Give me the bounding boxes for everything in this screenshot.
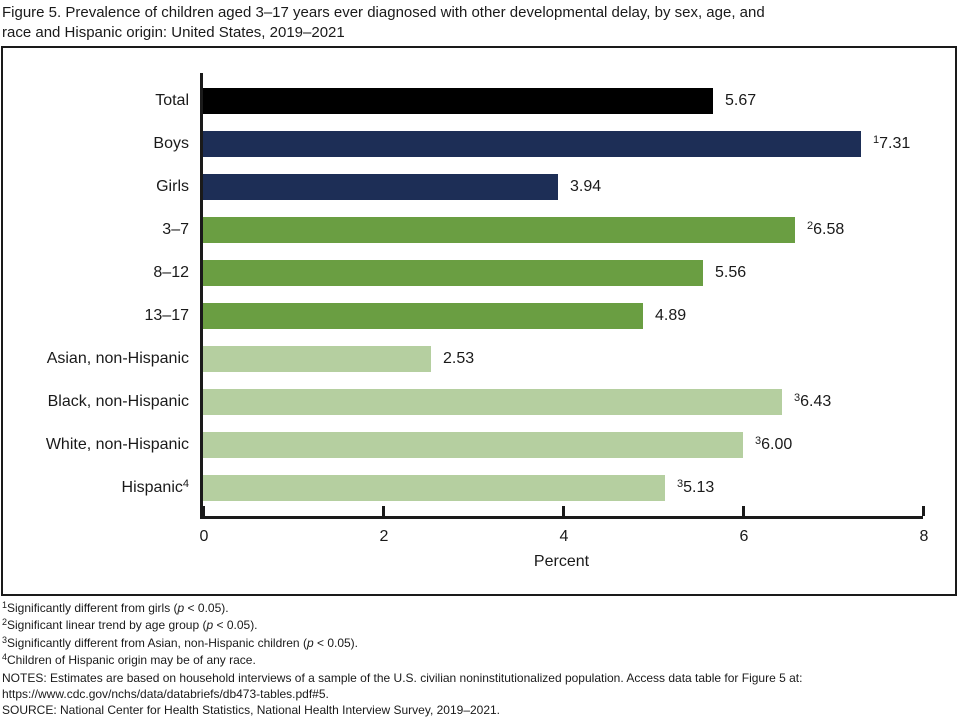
x-axis-tick bbox=[382, 506, 385, 516]
category-label: Girls bbox=[156, 178, 189, 195]
footnote-superscript: 1 bbox=[2, 600, 8, 610]
y-axis-line bbox=[200, 73, 203, 519]
x-axis-tick bbox=[742, 506, 745, 516]
value-superscript: 3 bbox=[755, 435, 762, 447]
category-label-superscript: 4 bbox=[182, 478, 189, 490]
figure-title-line: Figure 5. Prevalence of children aged 3–… bbox=[2, 4, 765, 21]
footnote-italic-text: p bbox=[206, 618, 214, 633]
x-axis-tick bbox=[922, 506, 925, 516]
value-label: 17.31 bbox=[873, 134, 911, 152]
value-label: 36.00 bbox=[755, 435, 793, 453]
x-axis-tick-label: 0 bbox=[199, 528, 209, 545]
category-label: 8–12 bbox=[153, 264, 189, 281]
footnote-line: 1Significantly different from girls (p <… bbox=[2, 600, 229, 615]
value-label: 35.13 bbox=[677, 478, 715, 496]
bar bbox=[203, 174, 558, 200]
footnote-line: 4Children of Hispanic origin may be of a… bbox=[2, 652, 256, 668]
value-label: 4.89 bbox=[655, 307, 687, 324]
category-label: 3–7 bbox=[162, 221, 189, 238]
category-label: Total bbox=[155, 92, 189, 109]
value-label: 5.56 bbox=[715, 264, 747, 281]
x-axis-line bbox=[200, 516, 923, 519]
footnote-line: https://www.cdc.gov/nchs/data/databriefs… bbox=[2, 687, 329, 702]
x-axis-tick bbox=[202, 506, 205, 516]
category-label: Black, non-Hispanic bbox=[47, 393, 189, 410]
footnote-line: 3Significantly different from Asian, non… bbox=[2, 634, 359, 650]
bar bbox=[203, 432, 743, 458]
category-label: White, non-Hispanic bbox=[45, 436, 189, 453]
footnote-superscript: 2 bbox=[2, 617, 8, 628]
plot-area: Total 5.67 Boys 17.31 Girls 3.94 3–7 26.58 8–12 5… bbox=[3, 48, 955, 594]
category-label: Asian, non-Hispanic bbox=[46, 350, 189, 367]
x-axis-tick bbox=[562, 506, 565, 516]
value-superscript: 2 bbox=[807, 220, 814, 232]
category-label: 13–17 bbox=[144, 307, 190, 324]
bar bbox=[203, 303, 643, 329]
bar bbox=[203, 260, 703, 286]
x-axis-tick-label: 8 bbox=[919, 528, 929, 545]
bar bbox=[203, 389, 782, 415]
chart-frame: Total 5.67 Boys 17.31 Girls 3.94 3–7 26.58 8–12 5… bbox=[1, 46, 957, 596]
category-label: Hispanic4 bbox=[121, 478, 189, 496]
value-superscript: 3 bbox=[794, 392, 801, 404]
footnote-superscript: 4 bbox=[2, 652, 8, 663]
footnote-italic-text: p bbox=[177, 601, 185, 615]
figure-title-line: race and Hispanic origin: United States,… bbox=[2, 24, 345, 41]
bar bbox=[203, 217, 795, 243]
bar bbox=[203, 88, 713, 114]
footnotes: 1Significantly different from girls (p <… bbox=[2, 600, 956, 719]
value-superscript: 3 bbox=[677, 478, 684, 490]
footnote-line: NOTES: Estimates are based on household … bbox=[2, 670, 803, 685]
x-axis-tick-label: 6 bbox=[739, 528, 749, 545]
x-axis-tick-label: 2 bbox=[379, 528, 389, 545]
footnote-superscript: 3 bbox=[2, 634, 8, 645]
footnote-line: 2Significant linear trend by age group (… bbox=[2, 617, 258, 633]
x-axis-title: Percent bbox=[533, 553, 590, 570]
category-label: Boys bbox=[153, 135, 189, 152]
value-label: 2.53 bbox=[443, 350, 475, 367]
bar bbox=[203, 131, 861, 157]
value-label: 26.58 bbox=[807, 220, 845, 238]
figure-title: Figure 5. Prevalence of children aged 3–… bbox=[2, 3, 956, 43]
value-superscript: 1 bbox=[873, 134, 880, 146]
x-axis-tick-label: 4 bbox=[559, 528, 569, 545]
value-label: 5.67 bbox=[725, 92, 757, 109]
value-label: 3.94 bbox=[570, 178, 602, 195]
value-label: 36.43 bbox=[794, 392, 832, 410]
footnote-line: SOURCE: National Center for Health Stati… bbox=[2, 703, 501, 718]
footnote-italic-text: p bbox=[306, 635, 314, 650]
bar bbox=[203, 346, 431, 372]
bar bbox=[203, 475, 665, 501]
